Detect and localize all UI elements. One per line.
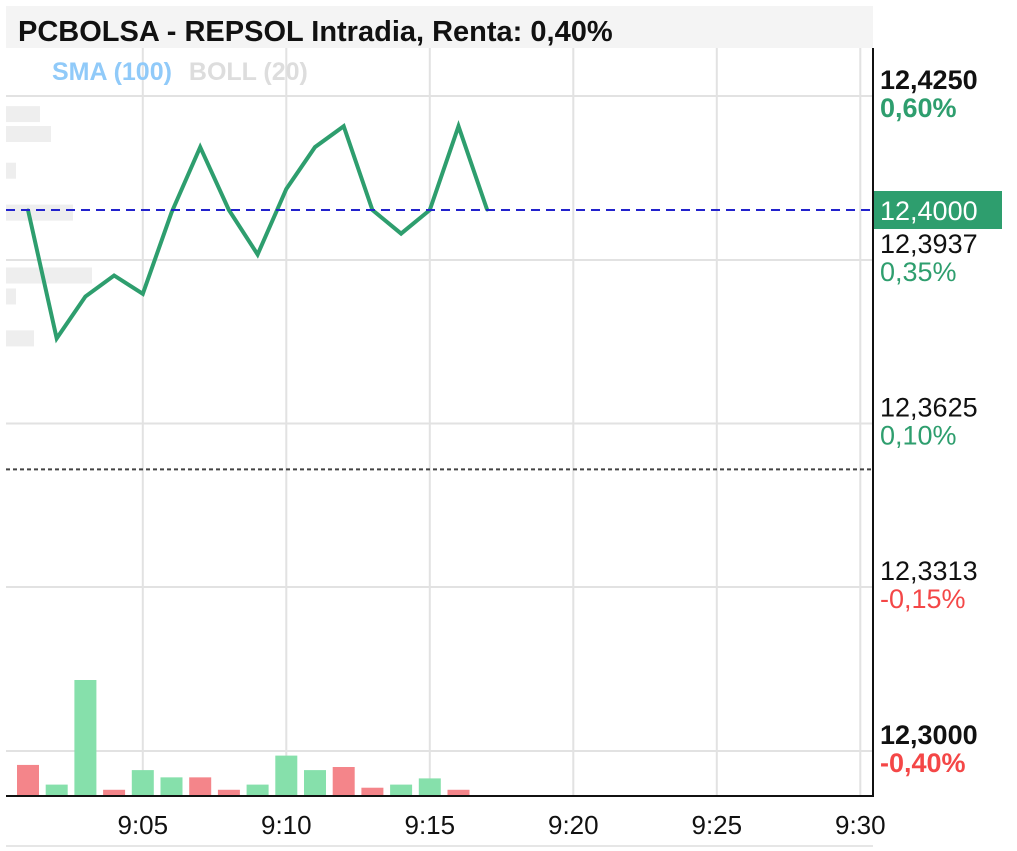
y-pct-label: 0,60% (880, 93, 957, 123)
price-point (342, 124, 346, 128)
price-point (399, 232, 403, 236)
x-tick-label: 9:25 (691, 810, 742, 840)
x-tick-label: 9:10 (261, 810, 312, 840)
y-tick-label: 12,3313 (880, 556, 978, 586)
legend-boll[interactable]: BOLL (20) (188, 58, 308, 86)
price-point (170, 211, 173, 215)
volume-bar (275, 755, 298, 796)
y-tick-label: 12,3625 (880, 393, 978, 423)
volume-bar (332, 767, 355, 796)
volume-profile-bar (6, 126, 51, 143)
volume-profile-bar (6, 267, 92, 284)
x-tick-label: 9:15 (404, 810, 455, 840)
volume-bar (17, 764, 39, 796)
price-point (55, 336, 59, 340)
price-point (457, 124, 460, 128)
volume-bar (390, 784, 413, 796)
y-pct-label: -0,15% (880, 584, 966, 614)
volume-bar (246, 784, 269, 796)
price-point (83, 294, 87, 298)
y-tick-label: 12,4250 (880, 65, 978, 95)
y-pct-label: 0,10% (880, 421, 957, 451)
volume-bar (217, 789, 240, 796)
title-bar: PCBOLSA - REPSOL Intradia, Renta: 0,40% (6, 6, 873, 48)
volume-bar (131, 770, 154, 796)
volume-profile-bar (6, 106, 40, 123)
volume-bar (189, 777, 212, 796)
volume-bar (45, 784, 68, 796)
chart-title: PCBOLSA - REPSOL Intradia, Renta: 0,40% (18, 16, 613, 48)
last-price-label: 12,4000 (880, 196, 978, 226)
price-point (141, 292, 145, 296)
price-point (198, 145, 202, 149)
volume-profile-bar (6, 288, 16, 305)
indicator-legend: SMA (100) BOLL (20) (52, 58, 318, 87)
y-pct-label: -0,40% (880, 748, 966, 778)
volume-profile-bar (6, 162, 16, 179)
volume-bar (103, 789, 126, 796)
x-tick-label: 9:05 (117, 810, 168, 840)
volume-bar (447, 789, 470, 796)
volume-bar (160, 777, 183, 796)
legend-sma[interactable]: SMA (100) (52, 58, 172, 86)
y-tick-label: 12,3937 (880, 229, 978, 259)
price-point (256, 253, 260, 257)
last-price-badge (874, 191, 1002, 229)
volume-bar (418, 778, 441, 796)
volume-bar (361, 787, 384, 796)
volume-bar (304, 770, 326, 796)
volume-profile-bar (6, 330, 34, 347)
price-point (313, 145, 317, 149)
x-tick-label: 9:30 (835, 810, 886, 840)
price-point (112, 274, 116, 277)
volume-bar (74, 680, 97, 796)
x-tick-label: 9:20 (548, 810, 599, 840)
volume-profile-bar (6, 204, 73, 221)
price-point (227, 208, 231, 212)
y-tick-label: 12,3000 (880, 720, 978, 750)
y-pct-label: 0,35% (880, 257, 957, 287)
price-line (26, 120, 490, 344)
price-point (284, 187, 288, 191)
